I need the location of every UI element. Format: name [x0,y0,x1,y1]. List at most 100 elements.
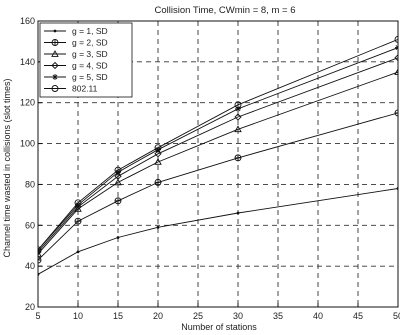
data-point [394,54,398,62]
plot-frame [37,20,399,308]
data-point [51,50,59,57]
marker-star-d1 [38,249,41,253]
y-axis-title: Channel time wasted in collisions (slot … [2,78,12,257]
data-point [51,39,59,46]
data-point [114,178,122,186]
data-point [154,144,162,152]
data-point [236,211,240,215]
marker-star-d1 [395,45,398,49]
marker-dot [156,225,160,229]
marker-diamond [74,203,82,211]
data-point [74,217,82,225]
data-point [114,197,122,205]
marker-diamond [154,150,162,158]
marker-dot [38,272,40,276]
legend-label: g = 1, SD [72,26,108,36]
data-point [116,236,120,239]
series [38,35,398,254]
x-axis-title: Number of stations [181,322,257,332]
legend-label: g = 3, SD [72,49,108,59]
x-tick-label: 5 [35,311,40,321]
data-point [396,187,398,190]
data-point [394,68,398,75]
legend-item: g = 1, SD [44,26,108,36]
series [38,187,398,276]
data-point [38,248,42,256]
y-tick-label: 80 [25,179,35,189]
y-tick-label: 120 [20,98,35,108]
x-tick-label: 30 [233,311,243,321]
y-tick-label: 60 [25,220,35,230]
marker-diamond [51,61,59,70]
y-tick-label: 100 [20,139,35,149]
data-point [53,29,57,33]
marker-star-d2 [395,46,398,50]
legend-box [39,22,133,98]
data-point [114,172,122,180]
marker-triangle [114,178,122,186]
series-line [38,71,398,255]
legend: g = 1, SD g = 2, SDg = 3, SD g = 4, SDg = … [39,22,133,98]
marker-circle [394,35,398,43]
x-tick-label: 10 [73,311,83,321]
legend-label: 802.11 [72,84,98,94]
series-line [38,112,398,261]
legend-item: 802.11 [44,84,98,94]
marker-triangle [154,158,162,165]
chart-title: Collision Time, CWmin = 8, m = 6 [155,5,296,16]
x-tick-label: 15 [113,311,123,321]
marker-diamond [394,54,398,62]
marker-dot [396,187,398,190]
data-point [38,246,42,254]
data-point [154,150,162,158]
data-point [52,74,58,80]
marker-diamond [38,248,42,256]
data-point [51,85,59,92]
x-tick-label: 35 [273,311,283,321]
series-line [38,57,398,253]
data-point [156,225,160,229]
data-point [234,113,242,121]
x-tick-label: 50 [393,311,400,321]
series-line [38,38,398,251]
marker-triangle [394,68,398,75]
data-point [154,178,162,186]
data-point [38,256,42,264]
legend-label: g = 5, SD [72,72,108,82]
marker-star-d2 [75,202,81,208]
marker-star-d2 [155,147,161,153]
series [38,68,398,257]
marker-star-d2 [115,169,121,175]
legend-label: g = 4, SD [72,61,108,71]
x-tick-label: 45 [353,311,363,321]
legend-item: g = 2, SD [44,38,108,48]
x-tick-label: 40 [313,311,323,321]
x-tick-label: 25 [193,311,203,321]
marker-circle [51,85,59,92]
y-tick-label: 160 [20,16,35,26]
data-point [74,203,82,211]
marker-circle [114,166,122,174]
data-point [76,250,80,254]
marker-diamond [234,113,242,121]
marker-triangle [51,50,59,57]
legend-item: g = 3, SD [44,49,108,59]
marker-circle [234,101,242,109]
data-point [394,35,398,43]
data-point [74,199,82,207]
y-tick-label: 20 [25,302,35,312]
data-point [234,154,242,162]
data-point [38,272,40,276]
marker-circle [154,144,162,152]
data-point [395,44,398,51]
legend-item: g = 5, SD [44,72,108,82]
marker-circle [38,246,42,254]
marker-dot [236,211,240,215]
data-point [394,109,398,117]
x-tick-label: 20 [153,311,163,321]
grid-lines [38,21,398,307]
series-group [38,35,398,276]
marker-circle [74,199,82,207]
